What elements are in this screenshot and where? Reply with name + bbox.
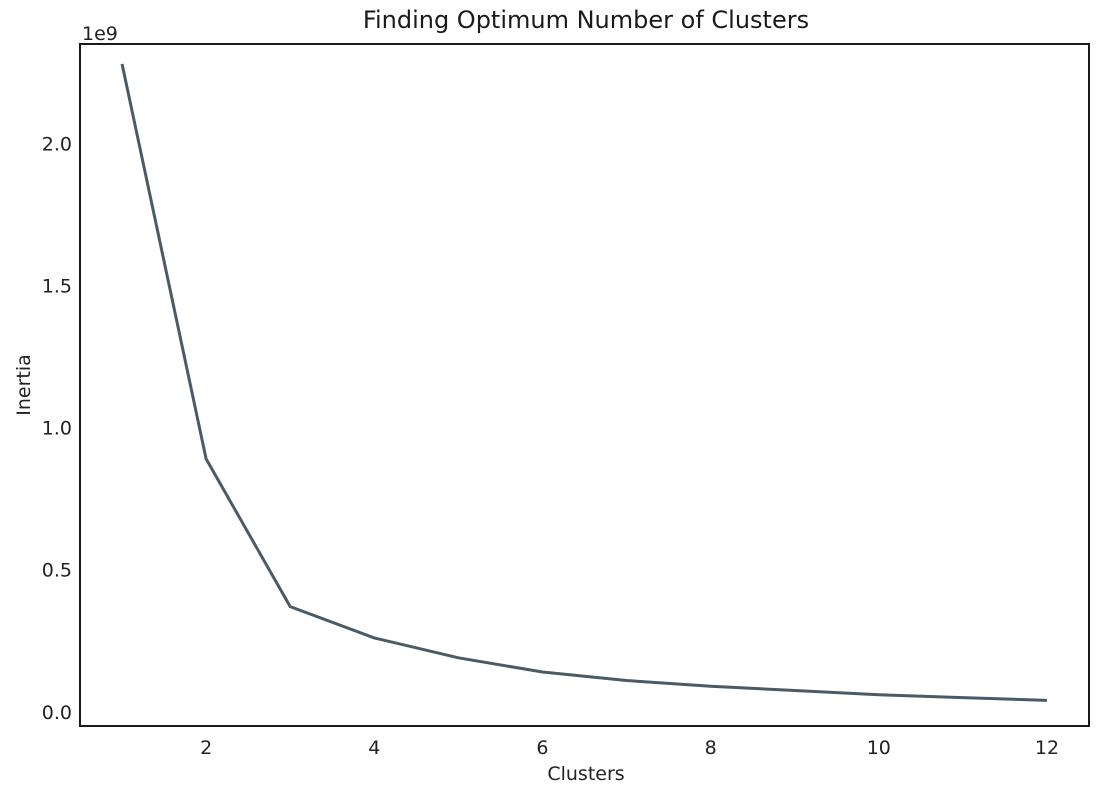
x-axis-label: Clusters [547, 763, 624, 785]
y-tick-labels: 0.0 0.5 1.0 1.5 2.0 [42, 133, 72, 723]
y-tick-label: 1.0 [42, 418, 72, 440]
y-tick-label: 0.0 [42, 702, 72, 724]
x-tick-labels: 2 4 6 8 10 12 [200, 737, 1059, 759]
y-axis-label: Inertia [13, 354, 35, 416]
x-tick-label: 12 [1035, 737, 1059, 759]
x-tick-label: 2 [200, 737, 212, 759]
inertia-line [120, 63, 1048, 702]
y-offset-label: 1e9 [82, 23, 118, 45]
x-tick-label: 10 [867, 737, 891, 759]
x-tick-label: 4 [368, 737, 380, 759]
y-tick-label: 2.0 [42, 133, 72, 155]
x-tick-label: 6 [536, 737, 548, 759]
y-tick-label: 0.5 [42, 560, 72, 582]
y-tick-label: 1.5 [42, 276, 72, 298]
chart-title: Finding Optimum Number of Clusters [363, 6, 809, 34]
series-layer [120, 63, 1048, 702]
plot-frame [79, 43, 1090, 727]
x-tick-label: 8 [705, 737, 717, 759]
